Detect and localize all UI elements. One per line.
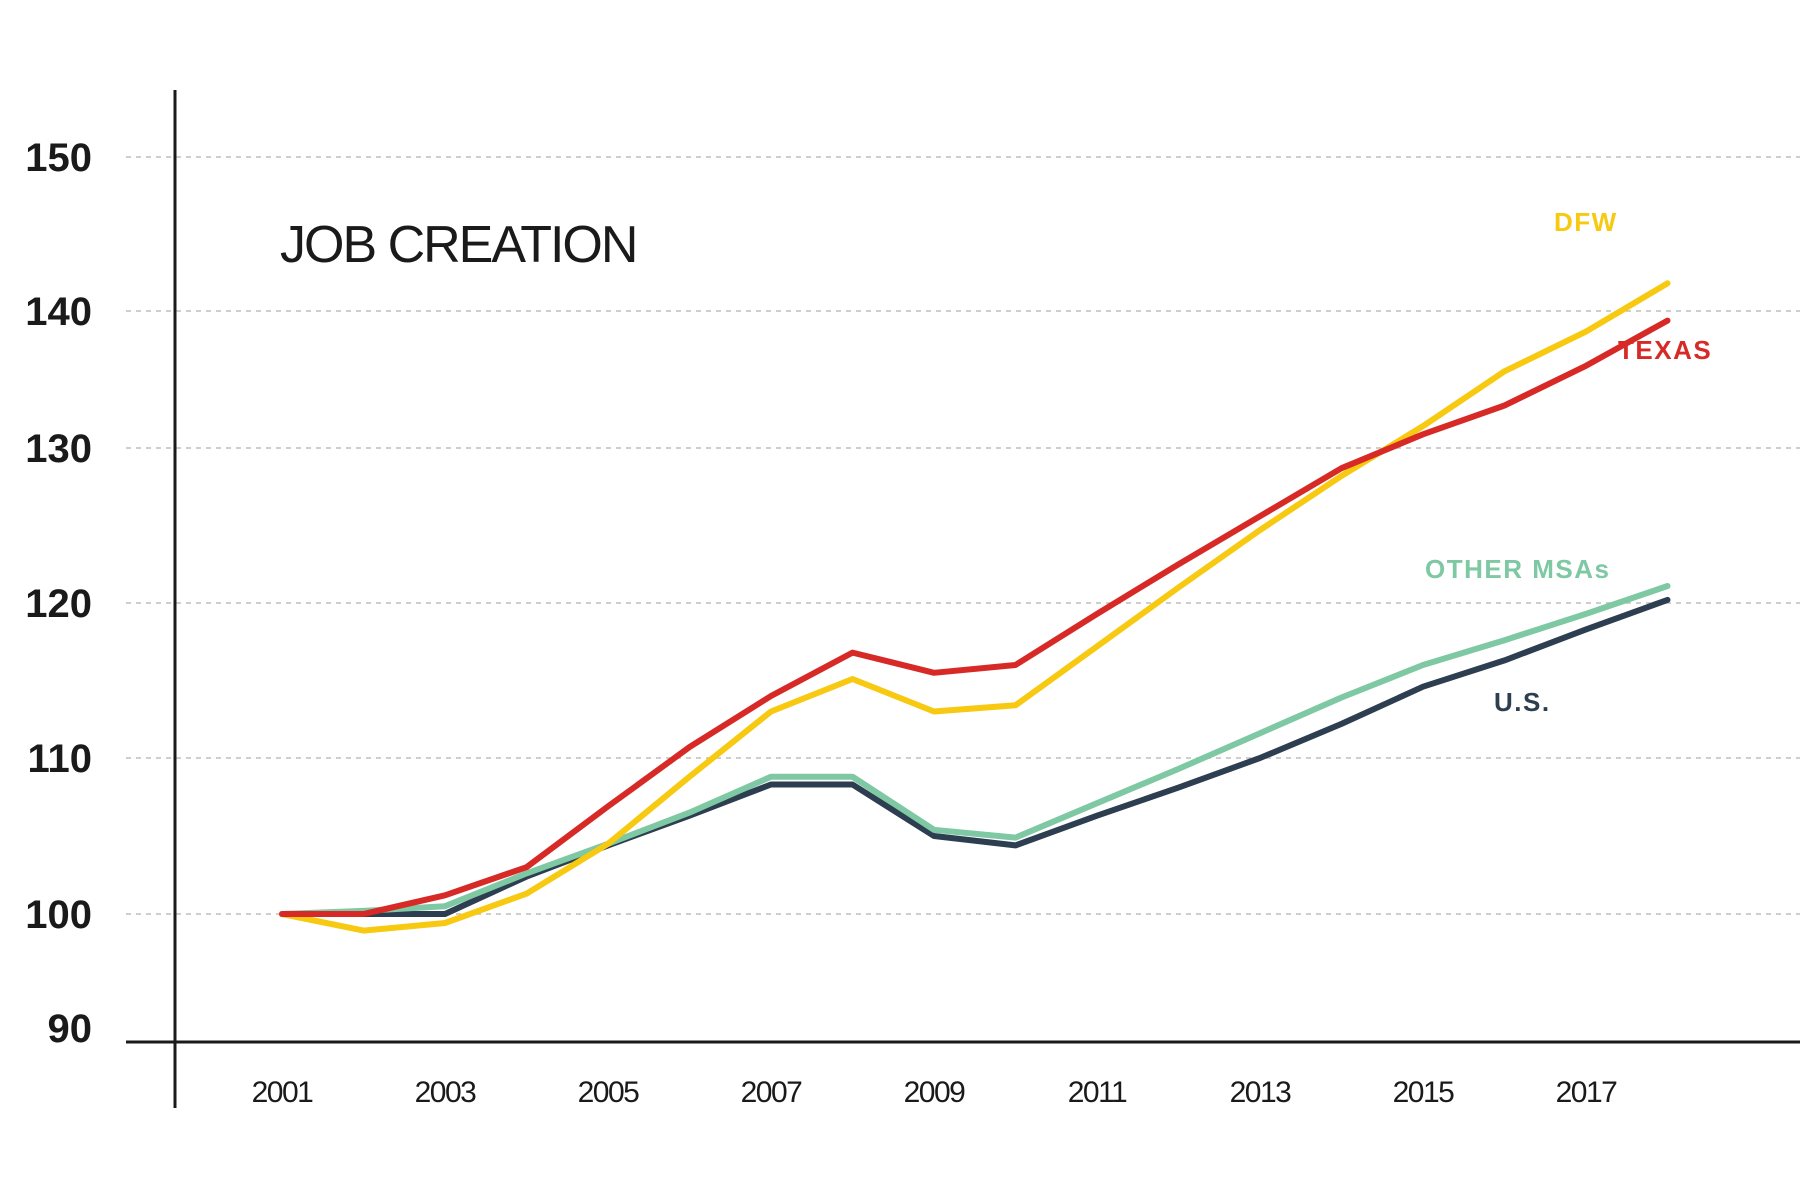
series-line-texas [279, 317, 1671, 917]
x-tick-label-2015: 2015 [1393, 1076, 1455, 1109]
y-tick-label-100: 100 [25, 893, 92, 937]
series-label-texas: TEXAS [1618, 335, 1712, 365]
series-line-u-s [279, 596, 1671, 917]
chart-title: JOB CREATION [280, 216, 636, 274]
x-axis-ticks: 2001 2003 2005 2007 2009 2011 2013 2015 2017 [252, 1076, 1619, 1109]
series-label-u-s: U.S. [1494, 687, 1551, 717]
x-tick-label-2011: 2011 [1068, 1076, 1127, 1109]
y-tick-label-140: 140 [25, 290, 92, 334]
x-tick-label-2003: 2003 [415, 1076, 477, 1109]
x-tick-label-2009: 2009 [904, 1076, 966, 1109]
x-tick-label-2013: 2013 [1230, 1076, 1292, 1109]
y-axis-ticks: 150 140 130 120 110 100 90 [25, 136, 92, 1051]
y-tick-label-90: 90 [48, 1007, 93, 1051]
y-tick-label-110: 110 [27, 737, 92, 781]
x-tick-label-2017: 2017 [1556, 1076, 1618, 1109]
series-label-other-msas: OTHER MSAs [1425, 554, 1610, 584]
series-line-dfw [279, 280, 1671, 934]
series-lines [279, 280, 1671, 934]
y-tick-label-120: 120 [25, 582, 92, 626]
x-tick-label-2005: 2005 [578, 1076, 640, 1109]
series-label-dfw: DFW [1554, 207, 1618, 237]
y-tick-label-130: 130 [25, 427, 92, 471]
series-line-other-msas [279, 583, 1671, 917]
x-tick-label-2007: 2007 [741, 1076, 803, 1109]
series-labels: DFW TEXAS OTHER MSAs U.S. [1425, 207, 1712, 717]
y-tick-label-150: 150 [25, 136, 92, 180]
x-tick-label-2001: 2001 [252, 1076, 314, 1109]
